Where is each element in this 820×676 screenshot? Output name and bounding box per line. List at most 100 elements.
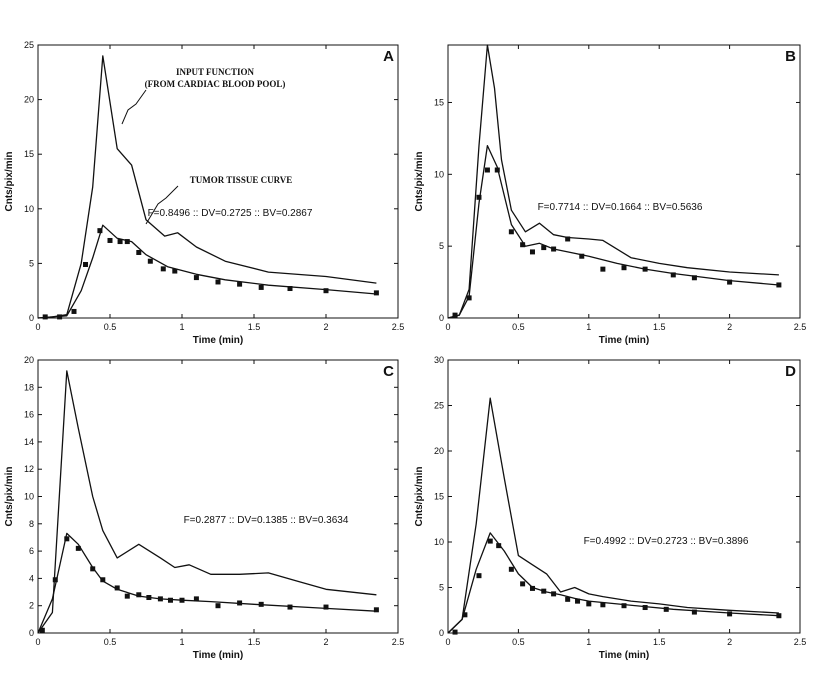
data-point — [167, 597, 173, 603]
x-axis-label: Time (min) — [599, 335, 649, 346]
data-point — [287, 604, 293, 610]
panel-d: 0 0.5 1 1.5 2 2.5 0 5 10 15 20 25 30 Time (min) Cnts/p… — [414, 355, 806, 661]
data-point — [727, 611, 733, 617]
series-line — [37, 55, 377, 319]
y-tick-label: 20 — [434, 446, 444, 456]
x-tick-label: 1 — [586, 322, 591, 332]
series-line — [37, 224, 377, 319]
data-point — [287, 286, 293, 292]
fit-parameters: F=0.2877 :: DV=0.1385 :: BV=0.3634 — [184, 515, 349, 526]
data-point — [90, 566, 96, 572]
data-point — [193, 596, 199, 602]
data-point — [136, 592, 142, 598]
data-point — [42, 314, 48, 320]
x-tick-label: 0 — [35, 322, 40, 332]
data-point — [146, 595, 152, 601]
data-point — [520, 581, 526, 587]
plot-frame — [37, 44, 399, 319]
data-point — [215, 603, 221, 609]
y-tick-label: 5 — [29, 258, 34, 268]
data-point — [670, 272, 676, 278]
data-point — [575, 598, 581, 604]
data-point — [160, 266, 166, 272]
data-point — [586, 601, 592, 607]
tissue-curve-note: TUMOR TISSUE CURVE — [190, 175, 293, 185]
y-tick-label: 2 — [29, 601, 34, 611]
y-tick-label: 16 — [24, 410, 34, 420]
data-point — [565, 596, 571, 602]
y-tick-label: 25 — [24, 40, 34, 50]
data-point — [323, 288, 329, 294]
data-point — [172, 268, 178, 274]
series-input-function — [447, 44, 779, 319]
y-axis-label: Cnts/pix/min — [414, 151, 425, 211]
plot-frame — [447, 44, 801, 319]
series-line — [447, 144, 779, 319]
x-tick-label: 0 — [445, 637, 450, 647]
y-tick-label: 15 — [24, 149, 34, 159]
y-tick-label: 30 — [434, 355, 444, 365]
data-point — [258, 601, 264, 607]
data-point — [496, 543, 502, 549]
x-tick-label: 1.5 — [653, 322, 666, 332]
x-axis-label: Time (min) — [193, 335, 243, 346]
data-point — [600, 266, 606, 272]
x-tick-label: 2 — [727, 637, 732, 647]
data-point — [452, 629, 458, 635]
data-point — [147, 258, 153, 264]
series-fitted-tissue-curve — [37, 224, 377, 319]
y-axis-label: Cnts/pix/min — [4, 466, 15, 526]
series-line — [37, 532, 377, 634]
panel-c: 0 0.5 1 1.5 2 2.5 0 2 4 6 8 10 12 14 16 18 20 Time (min) C… — [4, 355, 404, 661]
data-point — [39, 627, 45, 633]
data-point — [179, 597, 185, 603]
y-tick-label: 25 — [434, 401, 444, 411]
y-tick-label: 5 — [439, 241, 444, 251]
x-tick-label: 2 — [727, 322, 732, 332]
y-axis-label: Cnts/pix/min — [4, 151, 15, 211]
data-point — [71, 308, 77, 314]
series-tissue-data — [39, 536, 379, 633]
data-point — [551, 246, 557, 252]
data-point — [621, 603, 627, 609]
x-tick-label: 0.5 — [512, 637, 525, 647]
y-tick-label: 0 — [439, 628, 444, 638]
data-point — [373, 290, 379, 296]
y-tick-label: 15 — [434, 492, 444, 502]
x-tick-label: 0.5 — [104, 637, 117, 647]
data-point — [621, 265, 627, 271]
data-point — [215, 279, 221, 285]
x-tick-label: 0.5 — [104, 322, 117, 332]
tissue-curve-pointer — [145, 185, 179, 225]
x-tick-label: 1 — [179, 322, 184, 332]
panel-b: 0 0.5 1 1.5 2 2.5 0 5 10 15 Time (min) Cnts/pix/min… — [414, 44, 806, 346]
x-axis-label: Time (min) — [193, 650, 243, 661]
y-tick-label: 12 — [24, 464, 34, 474]
data-point — [541, 245, 547, 251]
data-point — [237, 281, 243, 287]
data-point — [75, 545, 81, 551]
data-point — [663, 606, 669, 612]
series-fitted-tissue-curve — [447, 144, 779, 319]
input-function-note: INPUT FUNCTION — [176, 67, 255, 77]
y-tick-label: 20 — [24, 355, 34, 365]
data-point — [97, 228, 103, 234]
y-tick-label: 10 — [24, 204, 34, 214]
series-input-function — [37, 370, 377, 634]
data-point — [476, 573, 482, 579]
panel-label: D — [785, 363, 796, 380]
series-input-function — [447, 397, 779, 634]
data-point — [691, 609, 697, 615]
y-tick-label: 18 — [24, 382, 34, 392]
data-point — [529, 585, 535, 591]
data-point — [52, 577, 58, 583]
data-point — [157, 596, 163, 602]
fit-parameters: F=0.8496 :: DV=0.2725 :: BV=0.2867 — [148, 208, 313, 219]
series-fitted-tissue-curve — [37, 532, 377, 634]
data-point — [57, 314, 63, 320]
data-point — [114, 585, 120, 591]
data-point — [117, 239, 123, 245]
data-point — [579, 253, 585, 259]
data-point — [487, 538, 493, 544]
data-point — [107, 237, 113, 243]
